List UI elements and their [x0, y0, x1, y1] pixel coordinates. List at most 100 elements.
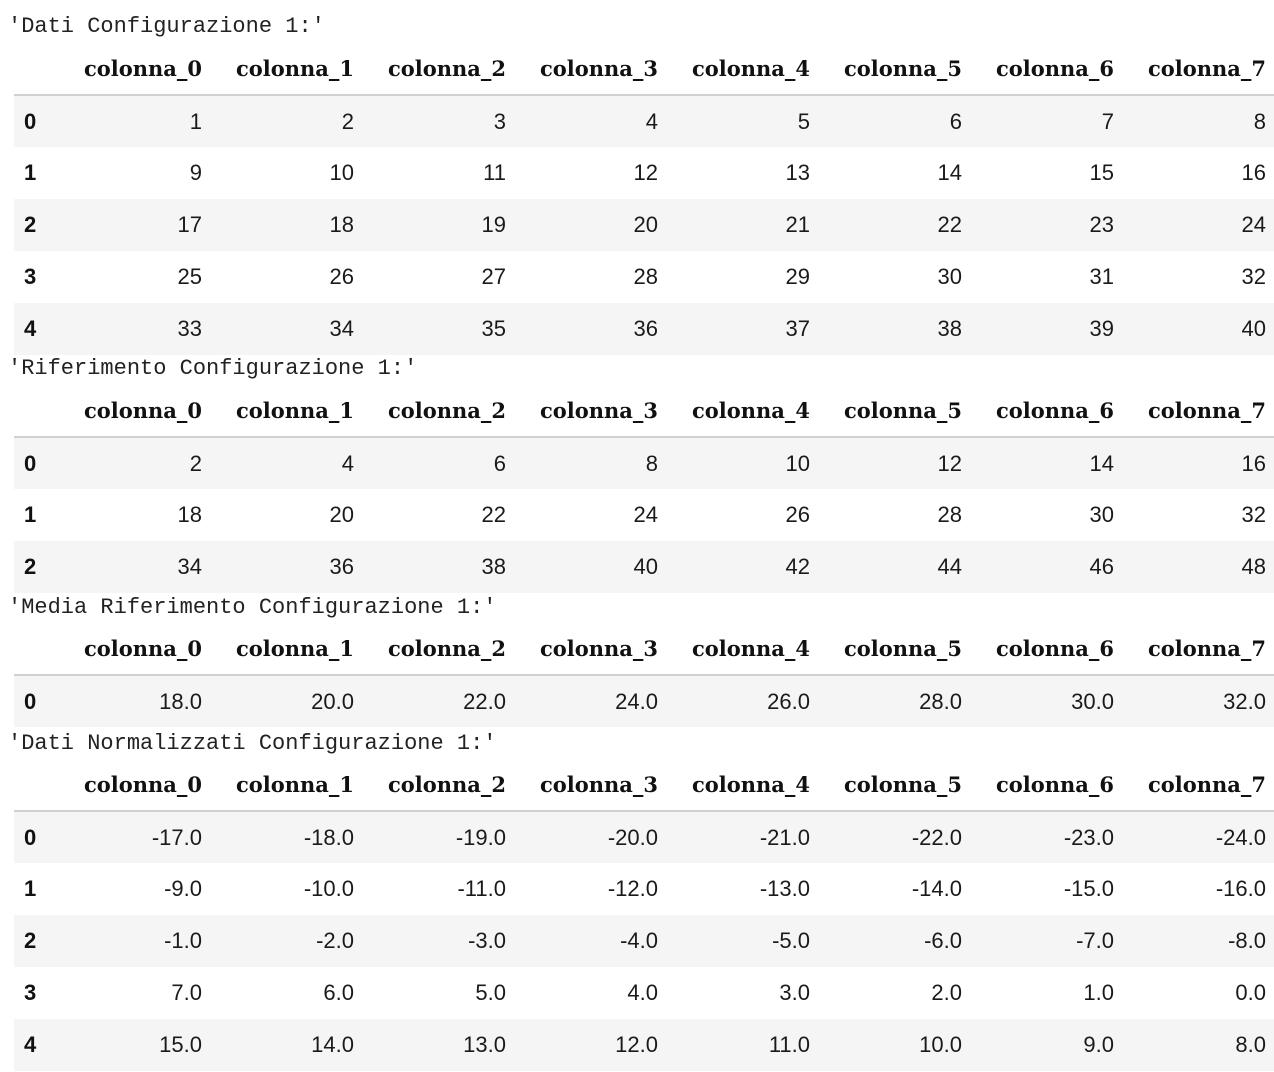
table-cell: 32.0 [1223, 688, 1266, 714]
row-index: 0 [24, 824, 37, 850]
table-cell: 26 [785, 502, 810, 527]
column-header: colonna_3 [518, 622, 670, 676]
row-index: 2 [24, 928, 37, 953]
index-header-cell [14, 758, 62, 812]
dataframe-table: colonna_0 colonna_1 colonna_2 colonna_3 colo… [14, 622, 1274, 727]
row-index: 4 [24, 316, 37, 341]
column-header: colonna_5 [822, 42, 974, 96]
row-index: 1 [24, 160, 37, 185]
table-cell: 17 [177, 212, 202, 237]
section-label: 'Dati Configurazione 1:' [8, 14, 325, 39]
table-cell: -6.0 [924, 928, 962, 953]
table-cell: 34 [177, 554, 202, 579]
column-header: colonna_7 [1126, 384, 1274, 438]
table-row: 1 18 20 22 24 26 28 30 32 [14, 489, 1274, 541]
header-row: colonna_0 colonna_1 colonna_2 colonna_3 colo… [14, 384, 1274, 438]
table-cell: 18 [177, 502, 202, 527]
table-cell: 3.0 [779, 980, 810, 1005]
column-header: colonna_7 [1126, 42, 1274, 96]
table-cell: 10 [329, 160, 354, 185]
table-cell: 32 [1241, 264, 1266, 289]
table-cell: 2.0 [931, 980, 962, 1005]
table-cell: 40 [633, 554, 658, 579]
column-header: colonna_0 [62, 42, 214, 96]
table-row: 2 -1.0 -2.0 -3.0 -4.0 -5.0 -6.0 -7.0 -8.0 [14, 915, 1274, 967]
row-index: 1 [24, 502, 37, 527]
table-cell: 28.0 [919, 688, 962, 714]
table-cell: 14.0 [311, 1032, 354, 1057]
column-header: colonna_1 [214, 622, 366, 676]
table-cell: 8.0 [1235, 1032, 1266, 1057]
table-cell: 38 [937, 316, 962, 341]
table-cell: 46 [1089, 554, 1114, 579]
column-header: colonna_2 [366, 622, 518, 676]
table-cell: 19 [481, 212, 506, 237]
table-cell: 38 [481, 554, 506, 579]
column-header: colonna_4 [670, 42, 822, 96]
column-header: colonna_7 [1126, 622, 1274, 676]
table-cell: 29 [785, 264, 810, 289]
table-cell: 24.0 [615, 688, 658, 714]
table-cell: 13.0 [463, 1032, 506, 1057]
table-cell: 30 [937, 264, 962, 289]
table-cell: 14 [937, 160, 962, 185]
table-cell: 32 [1241, 502, 1266, 527]
table-cell: 34 [329, 316, 354, 341]
table-cell: 1.0 [1083, 980, 1114, 1005]
table-cell: 22 [481, 502, 506, 527]
header-row: colonna_0 colonna_1 colonna_2 colonna_3 colo… [14, 42, 1274, 96]
table-cell: 12.0 [615, 1032, 658, 1057]
row-index: 2 [24, 554, 37, 579]
table-cell: -9.0 [164, 876, 202, 901]
table-cell: -16.0 [1215, 876, 1266, 901]
table-cell: 12 [937, 450, 962, 476]
table-cell: -22.0 [911, 824, 962, 850]
table-cell: 48 [1241, 554, 1266, 579]
table-cell: 5 [797, 108, 810, 134]
table-cell: -15.0 [1063, 876, 1114, 901]
table-cell: -11.0 [457, 876, 506, 901]
table-cell: 11.0 [768, 1032, 810, 1057]
row-index: 3 [24, 980, 37, 1005]
table-cell: 2 [341, 108, 354, 134]
table-cell: 16 [1241, 160, 1266, 185]
column-header: colonna_1 [214, 758, 366, 812]
column-header: colonna_6 [974, 384, 1126, 438]
table-cell: 4 [341, 450, 354, 476]
column-header: colonna_4 [670, 384, 822, 438]
column-header: colonna_3 [518, 42, 670, 96]
table-cell: 26.0 [767, 688, 810, 714]
column-header: colonna_5 [822, 384, 974, 438]
table-cell: -21.0 [759, 824, 810, 850]
table-cell: 18 [329, 212, 354, 237]
table-cell: 24 [633, 502, 658, 527]
dataframe-table: colonna_0 colonna_1 colonna_2 colonna_3 colo… [14, 384, 1274, 593]
table-cell: 20 [329, 502, 354, 527]
table-cell: 8 [1253, 108, 1266, 134]
table-cell: -13.0 [759, 876, 810, 901]
table-cell: -17.0 [151, 824, 202, 850]
table-row: 0 1 2 3 4 5 6 7 8 [14, 95, 1274, 147]
column-header: colonna_3 [518, 758, 670, 812]
column-header: colonna_1 [214, 42, 366, 96]
column-header: colonna_1 [214, 384, 366, 438]
column-header: colonna_2 [366, 42, 518, 96]
table-cell: 7.0 [171, 980, 202, 1005]
table-cell: 9.0 [1083, 1032, 1114, 1057]
column-header: colonna_6 [974, 758, 1126, 812]
table-cell: 26 [329, 264, 354, 289]
table-cell: 40 [1241, 316, 1266, 341]
table-cell: 20.0 [311, 688, 354, 714]
header-row: colonna_0 colonna_1 colonna_2 colonna_3 colo… [14, 622, 1274, 676]
table-cell: 44 [937, 554, 962, 579]
table-cell: 22 [937, 212, 962, 237]
table-cell: 6 [949, 108, 962, 134]
table-cell: 22.0 [463, 688, 506, 714]
table-cell: -23.0 [1063, 824, 1114, 850]
table-cell: 25 [177, 264, 202, 289]
section-label: 'Media Riferimento Configurazione 1:' [8, 595, 497, 620]
column-header: colonna_2 [366, 758, 518, 812]
table-cell: -20.0 [607, 824, 658, 850]
table-row: 4 33 34 35 36 37 38 39 40 [14, 303, 1274, 355]
table-cell: 39 [1089, 316, 1114, 341]
